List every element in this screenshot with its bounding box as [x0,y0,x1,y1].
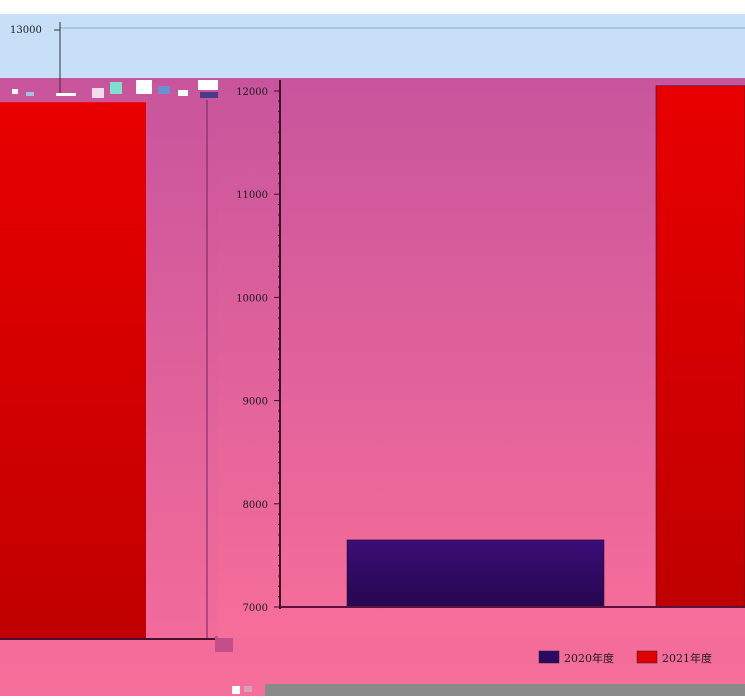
back-top-panel [0,14,745,78]
legend-label: 2020年度 [564,651,614,665]
y-tick-label: 9000 [243,397,268,408]
y-tick-label: 8000 [243,500,268,511]
legend-swatch [538,650,560,664]
y-tick-label: 10000 [236,293,268,304]
legend-label: 2021年度 [662,651,712,665]
bottom-scrollbar[interactable] [265,684,745,696]
legend-swatch [636,650,658,664]
y-tick-label: 12000 [236,87,268,98]
back-ytick-label: 13000 [10,25,42,36]
legend: 2020年度 2021年度 [538,650,712,665]
bar-2020年度 [346,539,605,608]
front-chart-layer: 7000 8000 9000 10000 11000 12000 2020年度 2021年度 [218,78,745,665]
y-tick-label: 7000 [243,603,268,614]
y-tick-label: 11000 [236,190,268,201]
bar-2021年度 [655,85,745,608]
back-scroll-handle [215,636,233,652]
back-bar [0,102,146,641]
bars-group [346,85,745,608]
y-axis: 7000 8000 9000 10000 11000 12000 [236,80,281,614]
